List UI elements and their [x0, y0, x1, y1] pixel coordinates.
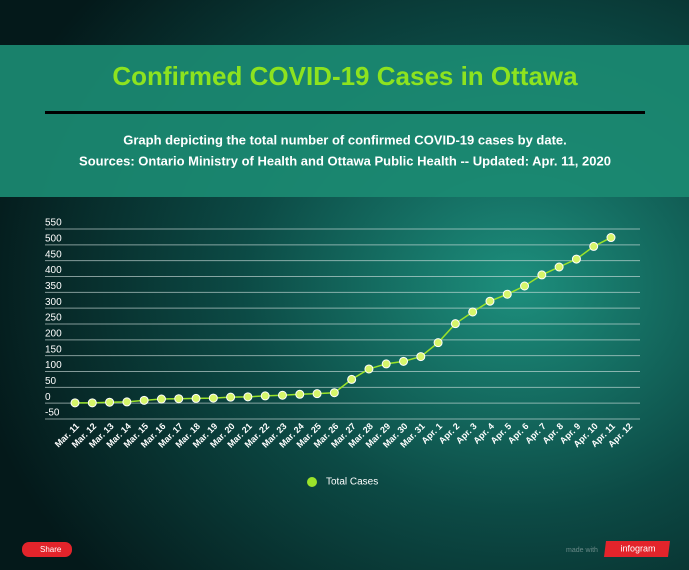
- y-tick-label: 200: [45, 328, 62, 339]
- chart-title: Confirmed COVID-19 Cases in Ottawa: [112, 61, 578, 91]
- made-with: made with: [566, 547, 598, 554]
- data-point: [347, 374, 357, 384]
- y-tick-label: 550: [45, 218, 62, 229]
- y-tick-label: 250: [45, 313, 62, 324]
- data-point: [295, 389, 305, 399]
- data-point: [450, 319, 460, 329]
- y-tick-label: 50: [45, 376, 57, 387]
- data-point: [364, 364, 374, 374]
- data-point: [226, 392, 236, 402]
- legend-label: Total Cases: [326, 477, 378, 488]
- y-tick-label: 150: [45, 344, 62, 355]
- divider: [45, 111, 645, 114]
- y-tick-label: 100: [45, 360, 62, 371]
- data-point: [520, 281, 530, 291]
- data-point: [191, 393, 201, 403]
- data-point: [416, 352, 426, 362]
- share-label[interactable]: Share: [40, 545, 62, 554]
- data-point: [468, 307, 478, 317]
- data-point: [174, 394, 184, 404]
- data-point: [554, 262, 564, 272]
- data-point: [156, 394, 166, 404]
- data-point: [70, 398, 80, 408]
- data-point: [537, 270, 547, 280]
- data-point: [399, 356, 409, 366]
- data-point: [105, 397, 115, 407]
- data-point: [329, 388, 339, 398]
- y-tick-label: 0: [45, 392, 51, 403]
- brand[interactable]: infogram: [620, 543, 655, 553]
- header-band: [0, 45, 689, 197]
- data-point: [122, 397, 132, 407]
- data-point: [208, 393, 218, 403]
- data-point: [139, 395, 149, 405]
- y-tick-label: 350: [45, 281, 62, 292]
- y-tick-label: 400: [45, 265, 62, 276]
- data-point: [243, 392, 253, 402]
- data-point: [260, 391, 270, 401]
- brand-badge[interactable]: [604, 541, 670, 557]
- data-point: [312, 389, 322, 399]
- y-tick-label: 300: [45, 297, 62, 308]
- data-point: [606, 233, 616, 243]
- share-button[interactable]: Share: [22, 542, 72, 557]
- data-point: [381, 359, 391, 369]
- data-point: [277, 390, 287, 400]
- data-point: [502, 289, 512, 299]
- subtitle: Graph depicting the total number of conf…: [123, 132, 567, 147]
- data-point: [589, 241, 599, 251]
- subtitle: Sources: Ontario Ministry of Health and …: [79, 153, 611, 168]
- data-point: [485, 296, 495, 306]
- legend-marker: [307, 477, 317, 487]
- y-tick-label: -50: [45, 408, 60, 419]
- y-tick-label: 450: [45, 249, 62, 260]
- share-bg[interactable]: [22, 542, 72, 557]
- y-tick-label: 500: [45, 233, 62, 244]
- data-point: [571, 254, 581, 264]
- data-point: [433, 338, 443, 348]
- data-point: [87, 398, 97, 408]
